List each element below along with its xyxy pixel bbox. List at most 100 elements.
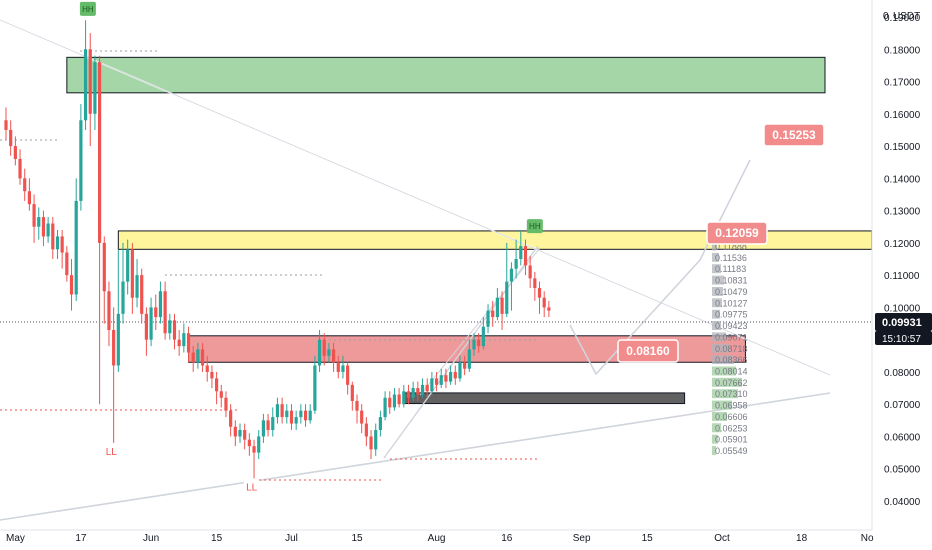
x-tick-label: 16 — [501, 533, 513, 544]
candle-up — [472, 339, 476, 350]
candle-down — [350, 384, 354, 401]
hh-marker-text: HH — [529, 222, 541, 231]
ll-marker — [103, 443, 120, 458]
volume-price-label: 0.11888 — [715, 241, 747, 251]
candle-up — [411, 388, 415, 398]
candle-up — [271, 417, 275, 431]
candle-down — [107, 291, 111, 330]
volume-bar — [712, 446, 716, 456]
candle-up — [83, 49, 88, 121]
candle-down — [27, 191, 31, 205]
candle-down — [434, 378, 439, 385]
candle-down — [4, 120, 8, 130]
price-axis[interactable]: 0.040000.050000.060000.070000.080000.090… — [871, 0, 932, 530]
candle-down — [355, 400, 359, 411]
candle-down — [444, 375, 448, 382]
candle-up — [37, 217, 41, 227]
volume-bar — [712, 264, 721, 274]
volume-bar — [712, 423, 721, 433]
price-target-badge — [706, 221, 768, 245]
candle-down — [191, 352, 195, 363]
last-price-value: 0.09931 — [882, 317, 922, 329]
candle-up — [46, 223, 50, 237]
x-tick-label: 18 — [796, 533, 808, 544]
ll-marker — [243, 479, 260, 494]
candle-down — [102, 242, 106, 292]
candle-down — [463, 362, 467, 369]
markers-layer: HH HH LL LL — [79, 1, 543, 494]
candle-up — [257, 436, 261, 453]
upper-descending-trendline-shadow — [0, 19, 831, 376]
candle-up — [481, 326, 485, 347]
candle-up — [299, 410, 303, 418]
volume-bar — [712, 298, 722, 308]
lower-ascending-trendline — [0, 392, 831, 521]
candle-up — [439, 375, 443, 385]
candle-up — [275, 404, 280, 418]
candle-up — [317, 339, 322, 366]
y-tick-label: 0.04000 — [884, 497, 921, 508]
candle-down — [51, 223, 55, 250]
candle-up — [449, 371, 453, 382]
candle-down — [247, 439, 251, 447]
volume-price-label: 0.08718 — [715, 344, 748, 354]
y-tick-label: 0.08000 — [884, 368, 921, 379]
candle-up — [55, 236, 60, 250]
volume-bar — [712, 366, 736, 376]
candle-up — [505, 281, 509, 314]
candle-down — [69, 275, 74, 295]
projected-path — [569, 159, 751, 376]
candle-down — [453, 371, 457, 379]
candle-down — [177, 339, 181, 347]
candle-down — [523, 246, 528, 266]
trendlines-layer — [0, 19, 872, 521]
candle-up — [327, 349, 331, 356]
hh-marker-text: HH — [82, 5, 94, 14]
candle-down — [13, 146, 17, 159]
volume-price-label: 0.09071 — [715, 332, 748, 342]
candle-down — [172, 320, 177, 340]
candle-up — [509, 268, 514, 282]
volume-profile: 0.12240.118880.115360.111830.108310.1047… — [712, 230, 748, 456]
candle-down — [332, 349, 336, 363]
candle-up — [495, 297, 499, 318]
candle-up — [93, 62, 97, 114]
price-target-badge — [617, 339, 679, 363]
time-axis[interactable]: May 17 Jun 15 Jul 15 Aug 16 Sep 15 Oct 18 No — [0, 529, 874, 544]
currency-label: USDT — [893, 11, 920, 22]
candle-down — [154, 307, 158, 318]
candle-down — [210, 371, 214, 379]
x-tick-label: Jul — [285, 533, 298, 544]
y-tick-label: 0.11000 — [884, 271, 920, 282]
candle-down — [369, 436, 373, 450]
volume-bar — [712, 321, 721, 331]
candle-up — [135, 275, 139, 298]
volume-price-label: 0.05549 — [715, 446, 748, 456]
volume-bar — [712, 343, 730, 353]
last-price-badge — [875, 313, 932, 331]
candle-down — [219, 391, 223, 398]
volume-bar — [712, 286, 723, 296]
candle-up — [196, 349, 200, 363]
candle-up — [74, 200, 78, 295]
y-tick-label: 0.15000 — [884, 142, 921, 153]
candles-layer — [4, 20, 551, 479]
price-labels-layer: 0.15253 0.12059 0.08160 — [617, 123, 825, 363]
volume-bar — [712, 389, 738, 399]
candle-up — [341, 365, 345, 372]
volume-price-label: 0.10831 — [715, 276, 748, 286]
y-tick-label: 0.16000 — [884, 110, 921, 121]
candle-up — [392, 394, 397, 408]
candle-down — [533, 278, 537, 289]
candle-down — [18, 158, 22, 179]
candle-down — [65, 252, 69, 276]
candle-up — [116, 313, 120, 366]
price-target-label: 0.15253 — [772, 128, 816, 142]
candle-down — [186, 333, 191, 353]
volume-bar — [712, 241, 717, 251]
x-tick-label: Jun — [143, 533, 159, 544]
ll-marker-text: LL — [246, 482, 258, 493]
candle-up — [285, 410, 289, 418]
candle-down — [416, 388, 420, 395]
